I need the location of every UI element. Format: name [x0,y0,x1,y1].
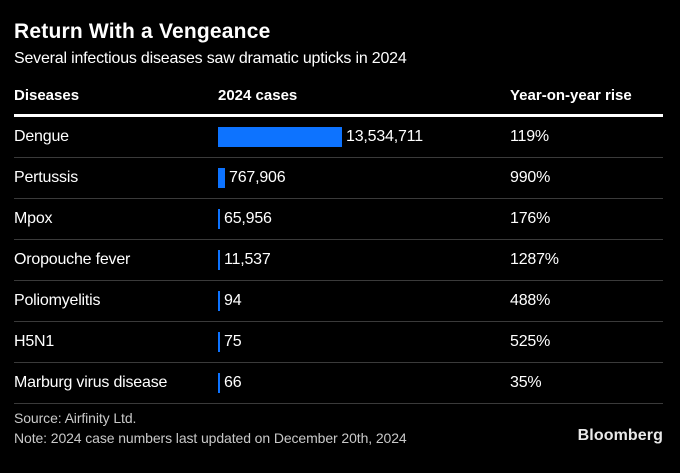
cases-bar [218,250,220,271]
disease-label: Pertussis [14,169,78,187]
rise-value: 119% [510,128,549,146]
column-header-diseases: Diseases [14,87,80,105]
column-header-rise: Year-on-year rise [510,87,632,105]
cases-bar [218,168,225,189]
cases-value: 11,537 [224,251,271,269]
disease-label: Oropouche fever [14,251,131,269]
chart-card: Return With a Vengeance Several infectio… [14,20,663,449]
table-row: Pertussis 767,906 990% [14,158,663,200]
disease-label: H5N1 [14,333,55,351]
cases-bar [218,209,220,230]
page-title: Return With a Vengeance [14,20,271,43]
cases-value: 75 [224,333,242,351]
footer-notes: Source: Airfinity Ltd. Note: 2024 case n… [14,409,407,449]
table-body: Dengue 13,534,711 119% Pertussis 767,906… [14,117,663,405]
cases-bar [218,291,220,312]
cases-cell: 767,906 [218,168,510,189]
rise-value: 525% [510,333,551,351]
cases-value: 65,956 [224,210,272,228]
disease-label: Mpox [14,210,53,228]
cases-value: 767,906 [229,169,286,187]
cases-value: 13,534,711 [346,128,423,146]
source-text: Source: Airfinity Ltd. [14,410,137,427]
cases-bar [218,127,342,148]
cases-bar [218,332,220,353]
rise-value: 488% [510,292,551,310]
note-text: Note: 2024 case numbers last updated on … [14,430,407,447]
table-header-row: Diseases 2024 cases Year-on-year rise [14,87,663,118]
disease-label: Poliomyelitis [14,292,101,310]
table-row: Mpox 65,956 176% [14,199,663,241]
cases-bar [218,373,220,394]
cases-cell: 11,537 [218,250,510,271]
bloomberg-logo: Bloomberg [577,427,663,445]
rise-value: 990% [510,169,551,187]
table-row: Marburg virus disease 66 35% [14,363,663,405]
rise-value: 1287% [510,251,559,269]
cases-value: 94 [224,292,242,310]
page-subtitle: Several infectious diseases saw dramatic… [14,50,407,68]
footer: Source: Airfinity Ltd. Note: 2024 case n… [14,409,663,449]
table-row: Poliomyelitis 94 488% [14,281,663,323]
table-row: Oropouche fever 11,537 1287% [14,240,663,282]
rise-value: 176% [510,210,551,228]
cases-cell: 13,534,711 [218,127,510,148]
cases-cell: 66 [218,373,510,394]
cases-cell: 94 [218,291,510,312]
cases-cell: 65,956 [218,209,510,230]
disease-label: Marburg virus disease [14,374,168,392]
cases-cell: 75 [218,332,510,353]
table-row: Dengue 13,534,711 119% [14,117,663,159]
disease-label: Dengue [14,128,69,146]
rise-value: 35% [510,374,542,392]
table-row: H5N1 75 525% [14,322,663,364]
cases-value: 66 [224,374,242,392]
column-header-cases: 2024 cases [218,87,298,105]
